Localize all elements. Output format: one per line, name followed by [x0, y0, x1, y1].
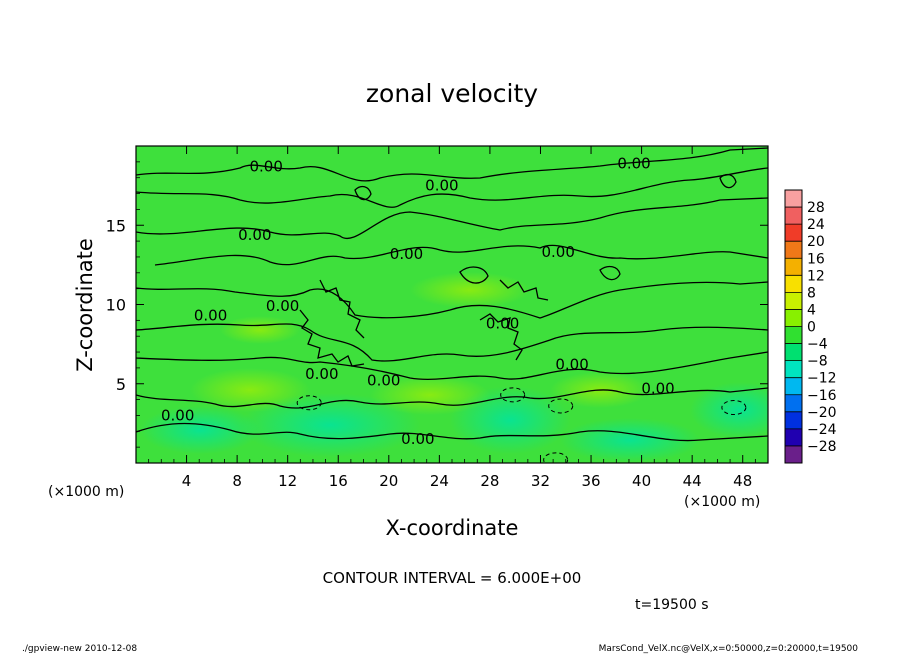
x-tick-label: 44: [683, 472, 702, 490]
colorbar-swatch: [785, 343, 802, 361]
colorbar-swatch: [785, 258, 802, 276]
colorbar-swatch: [785, 190, 802, 208]
colorbar-swatch: [785, 360, 802, 378]
negative-contour: [548, 398, 574, 414]
colorbar-label: 12: [807, 268, 825, 284]
field-shading: [140, 272, 768, 462]
contour-label: 0.00: [161, 406, 194, 424]
contour-label: 0.00: [390, 245, 423, 263]
colorbar-swatch: [785, 394, 802, 413]
colorbar-swatch: [785, 224, 802, 242]
x-tick-label: 16: [329, 472, 348, 490]
colorbar-label: −28: [807, 439, 837, 455]
y-tick-label: 15: [106, 216, 126, 235]
x-tick-label: 20: [379, 472, 398, 490]
contour-label: 0.00: [425, 177, 458, 195]
contour-label: 0.00: [266, 297, 299, 315]
y-unit-label: (×1000 m): [684, 494, 760, 510]
x-tick-label: 28: [480, 472, 499, 490]
contour-label: 0.00: [194, 307, 227, 325]
colorbar-swatch: [785, 309, 802, 327]
colorbar-label: 16: [807, 251, 825, 267]
plot-area: 0.00 0.00 0.00 0.00 0.00 0.00 0.00 0.00 0.00 0.00…: [135, 145, 769, 464]
negative-contour: [721, 400, 747, 416]
x-tick-label: 32: [531, 472, 550, 490]
x-tick-label: 4: [182, 472, 192, 490]
y-axis-label: Z-coordinate: [73, 238, 97, 372]
colorbar-swatch: [785, 326, 802, 344]
colorbar-label: 4: [807, 302, 816, 318]
y-tick-label: 5: [116, 375, 126, 394]
footer-right: MarsCond_VelX.nc@VelX,x=0:50000,z=0:2000…: [599, 644, 859, 654]
contour-label: 0.00: [641, 380, 674, 398]
x-axis-label: X-coordinate: [386, 516, 519, 540]
negative-contours: [296, 387, 747, 463]
colorbar-label: 24: [807, 217, 825, 233]
negative-contour: [296, 395, 322, 411]
x-tick-label: 8: [232, 472, 242, 490]
colorbar-swatch: [785, 207, 802, 225]
time-stamp: t=19500 s: [635, 597, 709, 613]
contour-label: 0.00: [486, 315, 519, 333]
colorbar-label: 0: [807, 320, 816, 336]
x-tick-label: 40: [632, 472, 651, 490]
colorbar-label: −8: [807, 354, 828, 370]
colorbar-swatch: [785, 241, 802, 259]
contour-labels: 0.00 0.00 0.00 0.00 0.00 0.00 0.00 0.00 0.00 0.00…: [161, 154, 675, 448]
colorbar-label: −16: [807, 388, 837, 404]
colorbar-swatch: [785, 428, 802, 447]
chart-title: zonal velocity: [366, 79, 538, 108]
x-tick-label: 24: [430, 472, 449, 490]
x-tick-label: 12: [278, 472, 297, 490]
contour-label: 0.00: [238, 226, 271, 244]
x-axis-ticks: 4 8 12 16 20 24 28 32 36 40 44 48: [148, 146, 756, 490]
colorbar-label: −24: [807, 422, 837, 438]
colorbar-label: 28: [807, 200, 825, 216]
contour-label: 0.00: [367, 372, 400, 390]
negative-contour: [500, 387, 526, 403]
x-tick-label: 36: [581, 472, 600, 490]
colorbar-label: 20: [807, 234, 825, 250]
colorbar-swatch: [785, 292, 802, 310]
footer-left: ./gpview-new 2010-12-08: [22, 644, 137, 654]
y-tick-label: 10: [106, 296, 126, 315]
colorbar-swatch: [785, 377, 802, 396]
colorbar-swatch: [785, 411, 802, 430]
contour-interval: CONTOUR INTERVAL = 6.000E+00: [323, 569, 582, 587]
colorbar-swatch: [785, 275, 802, 293]
contour-label: 0.00: [401, 430, 434, 448]
colorbar-label: 8: [807, 285, 816, 301]
x-tick-label: 48: [733, 472, 752, 490]
zero-contour-lines: [136, 147, 768, 442]
contour-label: 0.00: [617, 154, 650, 172]
negative-contour: [543, 452, 569, 463]
colorbar-label: −20: [807, 405, 837, 421]
contour-label: 0.00: [249, 158, 282, 176]
colorbar-label: −4: [807, 337, 828, 353]
y-axis-ticks: 5 10 15: [106, 161, 768, 448]
x-unit-label: (×1000 m): [48, 484, 124, 500]
contour-label: 0.00: [305, 365, 338, 383]
contour-label: 0.00: [555, 356, 588, 374]
colorbar-swatch: [785, 445, 802, 464]
contour-label: 0.00: [541, 243, 574, 261]
colorbar-label: −12: [807, 371, 837, 387]
